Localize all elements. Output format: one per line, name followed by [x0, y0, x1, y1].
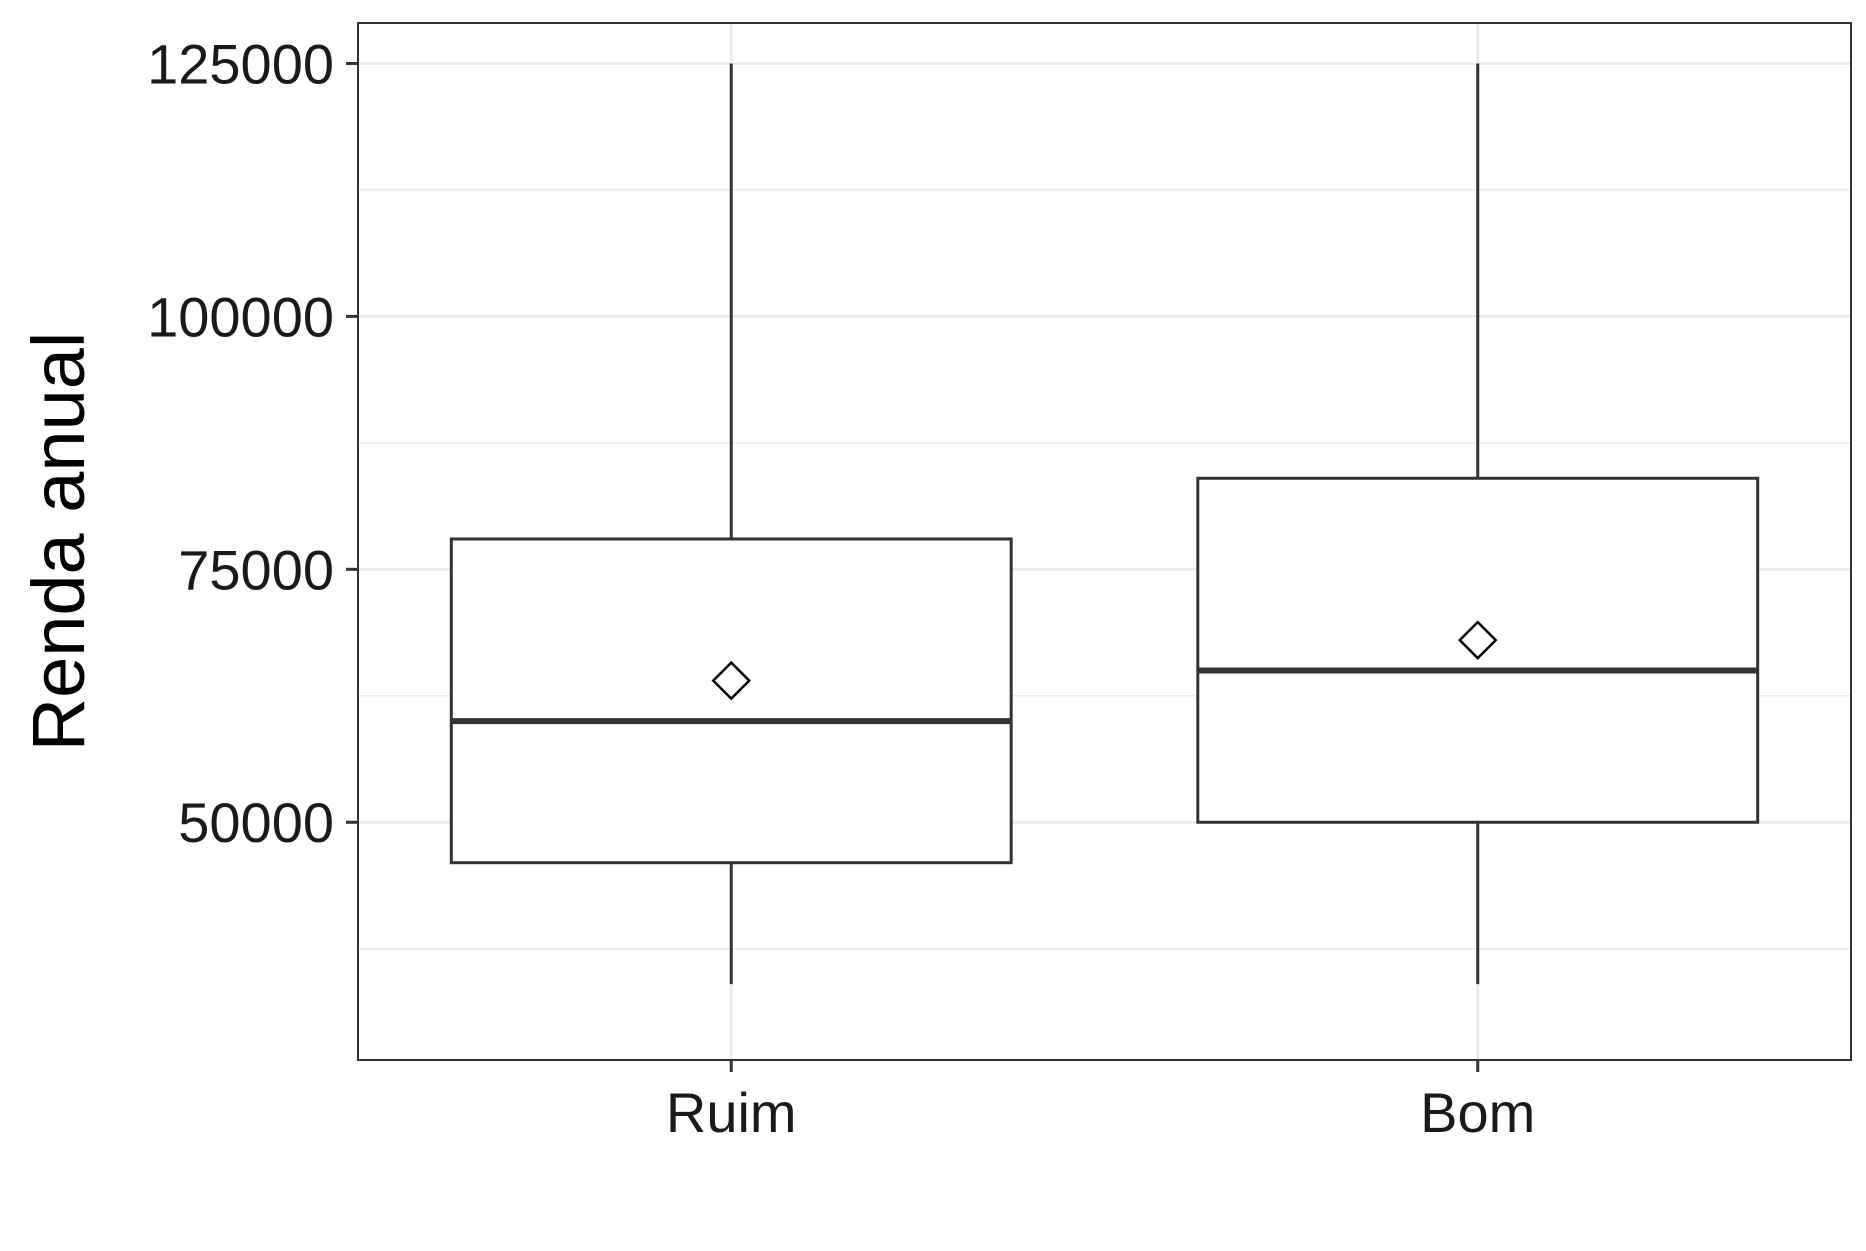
box-bom: [1196, 63, 1760, 985]
boxes: [449, 63, 1760, 985]
y-tick-label: 75000: [178, 538, 334, 601]
y-axis-title: Renda anual: [17, 332, 100, 752]
panel-border: [357, 22, 1852, 1061]
y-tick-label: 125000: [147, 32, 334, 95]
mean-marker: [711, 660, 752, 701]
x-tick-label-bom: Bom: [1420, 1081, 1535, 1144]
y-tick-label: 100000: [147, 285, 334, 348]
y-tick-label: 50000: [178, 791, 334, 854]
x-tick-label-ruim: Ruim: [666, 1081, 797, 1144]
box-ruim: [449, 63, 1013, 985]
iqr-box: [449, 537, 1013, 865]
axes: 50000 75000 100000 125000 Ruim Bom: [147, 32, 1535, 1144]
mean-marker: [1457, 620, 1498, 660]
